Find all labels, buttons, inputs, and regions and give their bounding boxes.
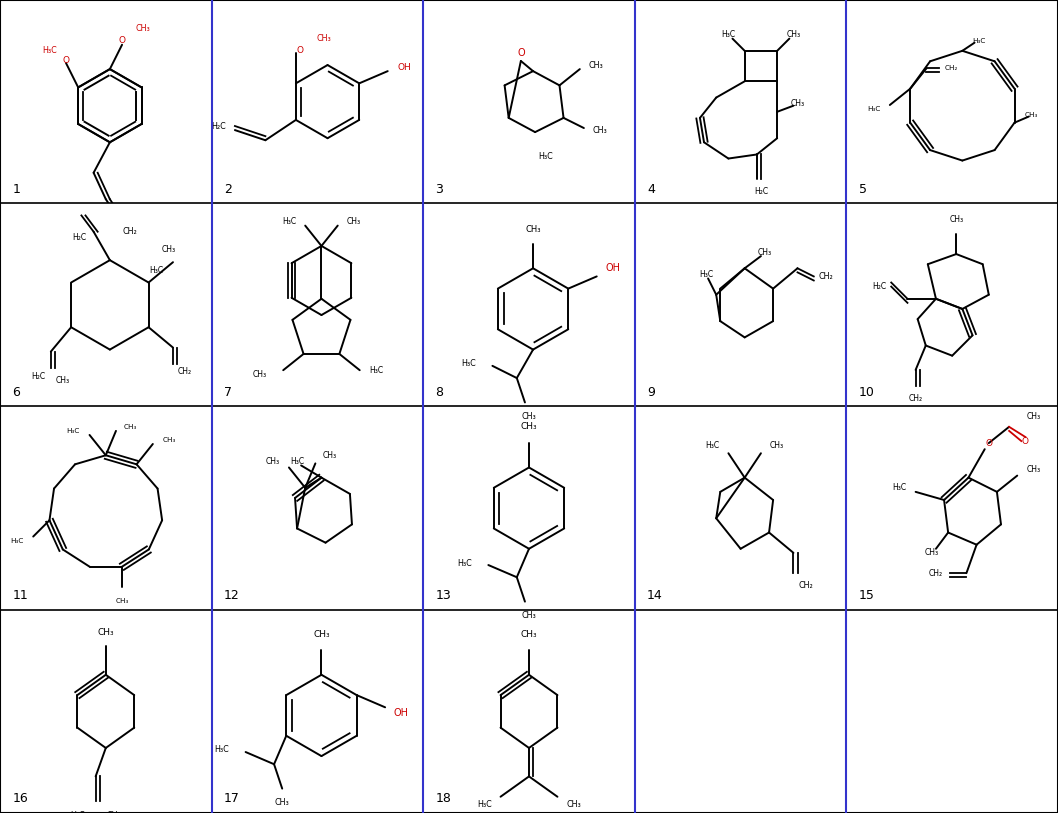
Text: H₃C: H₃C <box>972 37 985 44</box>
Text: H₂C: H₂C <box>212 121 226 131</box>
Text: 18: 18 <box>436 793 452 805</box>
Text: H₂C: H₂C <box>32 372 45 380</box>
Text: O: O <box>985 438 992 448</box>
Text: CH₃: CH₃ <box>526 225 541 234</box>
Text: CH₃: CH₃ <box>758 247 772 257</box>
Text: 7: 7 <box>224 386 232 398</box>
Text: H₃C: H₃C <box>699 270 713 279</box>
Text: CH₃: CH₃ <box>115 598 128 604</box>
Text: H₃C: H₃C <box>11 537 23 544</box>
Text: H₂C: H₂C <box>872 282 887 291</box>
Text: 8: 8 <box>436 386 443 398</box>
Text: H₃C: H₃C <box>70 811 85 813</box>
Text: CH₂: CH₂ <box>944 65 957 72</box>
Text: CH₃: CH₃ <box>97 628 114 637</box>
Text: CH₂: CH₂ <box>178 367 193 376</box>
Text: CH₃: CH₃ <box>317 34 332 43</box>
Text: 12: 12 <box>224 589 240 602</box>
Text: CH₃: CH₃ <box>522 611 536 620</box>
Text: H₃C: H₃C <box>477 800 492 810</box>
Text: OH: OH <box>397 63 411 72</box>
Text: CH₂: CH₂ <box>799 580 813 590</box>
Text: H₂C: H₂C <box>72 233 87 242</box>
Text: CH₂: CH₂ <box>929 568 943 578</box>
Text: H₃C: H₃C <box>149 266 164 275</box>
Text: CH₃: CH₃ <box>790 99 804 108</box>
Text: H₃C: H₃C <box>215 746 230 754</box>
Text: 1: 1 <box>13 183 20 195</box>
Text: CH₃: CH₃ <box>770 441 784 450</box>
Text: O: O <box>62 56 70 66</box>
Text: H₃C: H₃C <box>461 359 476 368</box>
Text: 5: 5 <box>859 183 867 195</box>
Text: CH₃: CH₃ <box>162 437 176 443</box>
Text: CH₃: CH₃ <box>522 412 536 421</box>
Text: CH₃: CH₃ <box>566 800 581 810</box>
Text: CH₃: CH₃ <box>313 629 330 639</box>
Text: CH₃: CH₃ <box>56 376 70 385</box>
Text: OH: OH <box>394 708 408 719</box>
Text: CH₃: CH₃ <box>521 629 537 639</box>
Text: H₃C: H₃C <box>281 217 296 226</box>
Text: CH₃: CH₃ <box>266 457 279 466</box>
Text: CH₃: CH₃ <box>135 24 150 33</box>
Text: 10: 10 <box>859 386 875 398</box>
Text: O: O <box>517 48 525 58</box>
Text: O: O <box>118 36 126 46</box>
Text: H₂C: H₂C <box>754 186 768 196</box>
Text: H₃C: H₃C <box>42 46 57 55</box>
Text: 13: 13 <box>436 589 452 602</box>
Text: CH₃: CH₃ <box>786 30 801 39</box>
Text: H₃C: H₃C <box>722 30 735 39</box>
Text: CH₃: CH₃ <box>925 548 938 558</box>
Text: CH₃: CH₃ <box>323 450 336 460</box>
Text: CH₃: CH₃ <box>124 424 136 430</box>
Text: CH₃: CH₃ <box>253 370 267 379</box>
Text: CH₃: CH₃ <box>588 60 603 70</box>
Text: CH₂: CH₂ <box>819 272 834 281</box>
Text: 16: 16 <box>13 793 29 805</box>
Text: CH₃: CH₃ <box>275 798 290 807</box>
Text: H₃C: H₃C <box>705 441 719 450</box>
Text: 15: 15 <box>859 589 875 602</box>
Text: 3: 3 <box>436 183 443 195</box>
Text: 2: 2 <box>224 183 232 195</box>
Text: CH₃: CH₃ <box>347 217 361 226</box>
Text: CH₃: CH₃ <box>592 125 607 135</box>
Text: CH₂: CH₂ <box>909 393 923 403</box>
Text: 11: 11 <box>13 589 29 602</box>
Text: 14: 14 <box>647 589 663 602</box>
Text: H₃C: H₃C <box>867 106 880 112</box>
Text: H₃C: H₃C <box>537 152 552 161</box>
Text: H₃C: H₃C <box>290 457 304 466</box>
Text: CH₂: CH₂ <box>123 227 138 237</box>
Text: 9: 9 <box>647 386 655 398</box>
Text: CH₂: CH₂ <box>107 811 122 813</box>
Text: O: O <box>296 46 304 55</box>
Text: CH₃: CH₃ <box>1024 111 1038 118</box>
Text: 17: 17 <box>224 793 240 805</box>
Text: H₃C: H₃C <box>67 428 80 434</box>
Text: CH₃: CH₃ <box>1026 465 1041 474</box>
Text: 4: 4 <box>647 183 655 195</box>
Text: CH₃: CH₃ <box>162 246 176 254</box>
Text: CH₃: CH₃ <box>521 422 537 432</box>
Text: O: O <box>1022 437 1028 446</box>
Text: H₃C: H₃C <box>457 559 472 567</box>
Text: OH: OH <box>605 263 620 273</box>
Text: CH₃: CH₃ <box>949 215 964 224</box>
Text: 6: 6 <box>13 386 20 398</box>
Text: CH₃: CH₃ <box>1026 412 1041 421</box>
Text: H₃C: H₃C <box>892 483 907 493</box>
Text: H₃C: H₃C <box>369 366 383 375</box>
